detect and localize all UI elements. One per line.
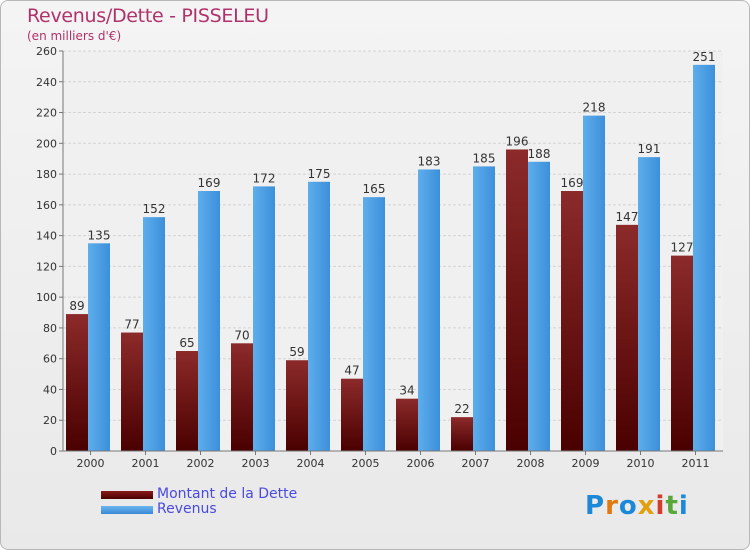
data-label-revenus: 152 — [143, 202, 166, 216]
x-tick-label: 2005 — [352, 457, 380, 470]
data-label-dette: 127 — [671, 241, 694, 255]
y-tick-label: 160 — [36, 199, 57, 212]
data-label-dette: 196 — [506, 134, 529, 148]
legend-swatch-dette — [101, 490, 153, 499]
data-label-revenus: 183 — [418, 154, 441, 168]
data-label-revenus: 172 — [253, 171, 276, 185]
data-label-dette: 70 — [234, 328, 249, 342]
y-tick-label: 60 — [43, 353, 57, 366]
y-tick-label: 180 — [36, 168, 57, 181]
bar-dette — [616, 224, 638, 451]
data-label-dette: 77 — [124, 318, 139, 332]
y-tick-label: 20 — [43, 414, 57, 427]
data-label-dette: 34 — [399, 384, 414, 398]
data-label-dette: 47 — [344, 364, 359, 378]
logo-letter: P — [585, 491, 606, 521]
bar-revenus — [198, 191, 220, 451]
bar-revenus — [363, 197, 385, 451]
data-label-revenus: 251 — [693, 50, 716, 64]
legend-label-dette: Montant de la Dette — [157, 486, 298, 502]
y-tick-label: 260 — [36, 45, 57, 58]
bar-dette — [66, 314, 88, 451]
data-label-revenus: 185 — [473, 151, 496, 165]
y-tick-label: 120 — [36, 260, 57, 273]
bar-dette — [671, 255, 693, 451]
logo-letter: r — [605, 491, 619, 521]
legend-swatch-revenus — [101, 505, 153, 514]
data-label-dette: 89 — [69, 299, 84, 313]
data-label-revenus: 218 — [583, 101, 606, 115]
x-tick-label: 2009 — [572, 457, 600, 470]
x-tick-label: 2010 — [627, 457, 655, 470]
bar-dette — [396, 398, 418, 451]
data-label-revenus: 175 — [308, 167, 331, 181]
data-label-revenus: 165 — [363, 182, 386, 196]
bar-dette — [286, 360, 308, 451]
proxiti-logo: Proxiti — [585, 491, 689, 521]
x-tick-label: 2000 — [77, 457, 105, 470]
data-label-revenus: 135 — [88, 228, 111, 242]
bar-dette — [506, 149, 528, 451]
data-label-revenus: 169 — [198, 176, 221, 190]
logo-letter: o — [618, 491, 638, 521]
x-tick-label: 2006 — [407, 457, 435, 470]
y-tick-label: 0 — [50, 445, 57, 458]
x-tick-label: 2001 — [132, 457, 160, 470]
y-tick-label: 240 — [36, 76, 57, 89]
legend-item-dette: Montant de la Dette — [101, 487, 297, 502]
bar-revenus — [693, 64, 715, 451]
plot-area — [63, 51, 723, 451]
bar-revenus — [253, 186, 275, 451]
x-tick-label: 2007 — [462, 457, 490, 470]
legend-item-revenus: Revenus — [101, 502, 297, 517]
chart-legend: Montant de la Dette Revenus — [101, 487, 297, 517]
y-tick-label: 140 — [36, 230, 57, 243]
bar-revenus — [583, 115, 605, 451]
data-label-dette: 22 — [454, 402, 469, 416]
y-tick-label: 80 — [43, 322, 57, 335]
y-tick-label: 40 — [43, 383, 57, 396]
logo-letter: t — [665, 491, 679, 521]
logo-letter: x — [637, 491, 656, 521]
data-label-dette: 59 — [289, 345, 304, 359]
data-label-revenus: 191 — [638, 142, 661, 156]
x-tick-label: 2002 — [187, 457, 215, 470]
bar-dette — [176, 351, 198, 451]
x-tick-label: 2008 — [517, 457, 545, 470]
data-label-revenus: 188 — [528, 147, 551, 161]
bar-revenus — [528, 161, 550, 451]
y-tick-label: 100 — [36, 291, 57, 304]
bar-dette — [561, 191, 583, 451]
bar-dette — [341, 378, 363, 451]
x-tick-label: 2004 — [297, 457, 325, 470]
bar-revenus — [418, 169, 440, 451]
bar-revenus — [308, 181, 330, 451]
chart-title: Revenus/Dette - PISSELEU — [27, 5, 269, 27]
data-label-dette: 147 — [616, 210, 639, 224]
bar-revenus — [88, 243, 110, 451]
data-label-dette: 169 — [561, 176, 584, 190]
logo-letter: i — [655, 491, 666, 521]
x-tick-label: 2011 — [682, 457, 710, 470]
data-label-dette: 65 — [179, 336, 194, 350]
bar-dette — [121, 332, 143, 451]
bar-dette — [451, 417, 473, 451]
chart-subtitle: (en milliers d'€) — [27, 29, 122, 43]
bar-dette — [231, 343, 253, 451]
y-tick-label: 200 — [36, 137, 57, 150]
logo-letter: i — [678, 491, 689, 521]
x-tick-label: 2003 — [242, 457, 270, 470]
bar-revenus — [143, 217, 165, 451]
legend-label-revenus: Revenus — [157, 501, 217, 517]
bar-revenus — [473, 166, 495, 451]
bar-revenus — [638, 157, 660, 451]
y-tick-label: 220 — [36, 107, 57, 120]
